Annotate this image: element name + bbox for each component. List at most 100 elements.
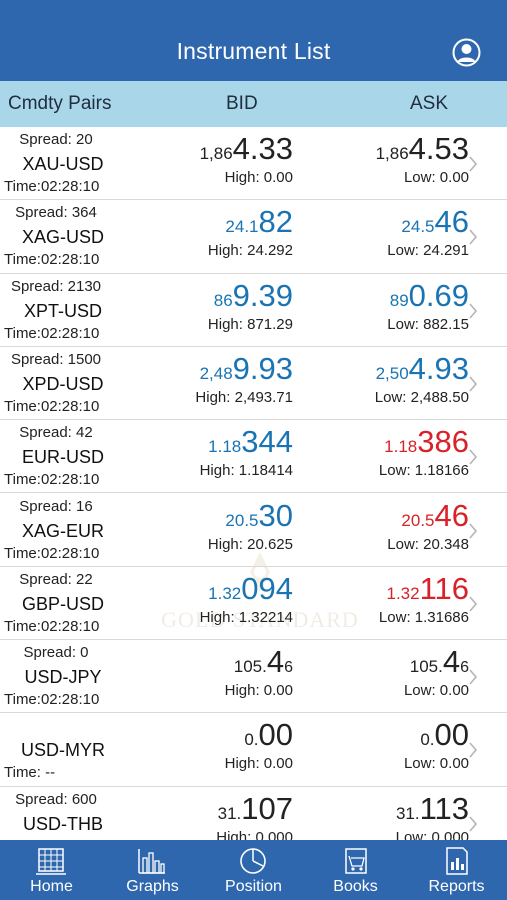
instrument-row[interactable]: Spread: 364 XAG-USD Time:02:28:10 24.182 Hig…: [0, 200, 507, 274]
ask-price-pre: 1.18: [384, 437, 418, 457]
ask-price-pre: 105.: [409, 657, 443, 677]
instrument-symbol: USD-JPY: [24, 667, 102, 688]
chevron-right-icon: [469, 522, 478, 539]
instrument-symbol: XAG-EUR: [21, 520, 104, 541]
low-label: Low: 0.00: [403, 755, 469, 773]
bid-quote: 1.32094 High: 1.32214: [200, 570, 293, 626]
bid-price-big: 9.39: [232, 277, 293, 313]
ask-price-pre: 2,50: [375, 363, 409, 383]
spread-label: Spread: 42: [19, 424, 93, 442]
bid-quote: 20.530 High: 20.625: [208, 497, 293, 553]
bid-price-pre: 1,86: [199, 144, 233, 163]
instrument-row[interactable]: Spread: 2130 XPT-USD Time:02:28:10 869.39 Hi…: [0, 274, 507, 347]
user-icon[interactable]: [452, 38, 481, 67]
tab-label: Home: [30, 878, 73, 895]
bid-price-pre: 0.: [244, 730, 259, 750]
spread-label: Spread: 22: [19, 570, 93, 588]
ask-quote: 24.546 Low: 24.291: [387, 204, 469, 259]
spread-label: Spread: 16: [19, 497, 93, 515]
instrument-symbol: USD-THB: [23, 813, 103, 834]
time-label: Time:02:28:10: [4, 617, 100, 635]
instrument-row[interactable]: USD-MYR Time: -- 0.00 High: 0.00 0.00 Low: 0.…: [0, 713, 507, 787]
bid-quote: 31.107 High: 0.000: [216, 791, 293, 840]
chevron-right-icon: [469, 742, 478, 758]
high-label: High: 24.292: [207, 242, 293, 260]
high-label: High: 1.32214: [199, 608, 293, 626]
tab-home[interactable]: Home: [1, 840, 102, 900]
instrument-row[interactable]: Spread: 600 USD-THB 31.107 High: 0.000 31.11…: [0, 787, 507, 840]
spread-label: Spread: 364: [15, 204, 97, 222]
bid-price-big: 9.93: [232, 350, 293, 386]
tab-graphs[interactable]: Graphs: [102, 840, 203, 900]
chevron-right-icon: [469, 303, 478, 319]
bar-chart-icon: [138, 849, 165, 874]
app-header: Instrument List: [0, 0, 507, 81]
instrument-row[interactable]: Spread: 1500 XPD-USD Time:02:28:10 2,489.93…: [0, 347, 507, 421]
ask-price-pre: 31.: [395, 803, 420, 823]
instrument-row[interactable]: Spread: 20 XAU-USD Time:02:28:10 1,864.33 Hi…: [0, 127, 507, 201]
tab-label: Reports: [428, 878, 485, 895]
time-label: Time:02:28:10: [4, 691, 100, 709]
bid-quote: 0.00 High: 0.00: [225, 717, 293, 772]
bid-quote: 1,864.33 High: 0.00: [199, 131, 293, 186]
bid-price-big: 4: [266, 644, 285, 680]
grid-icon: [36, 848, 66, 875]
column-header: Cmdty Pairs BID ASK: [0, 81, 507, 127]
low-label: Low: 1.31686: [378, 608, 469, 626]
ask-price-pre: 0.: [420, 730, 435, 750]
bid-price-pre: 31.: [217, 803, 242, 823]
bid-price-pre: 24.1: [225, 217, 259, 237]
ask-price-big: 386: [417, 424, 469, 460]
instrument-symbol: XAG-USD: [21, 227, 104, 248]
ask-price-pre: 1,86: [375, 144, 409, 163]
instrument-symbol: XPT-USD: [23, 300, 102, 321]
bid-price-sup: 6: [284, 659, 293, 677]
time-label: Time:02:28:10: [4, 251, 100, 269]
time-label: Time:02:28:10: [4, 324, 100, 342]
low-label: Low: 20.348: [387, 535, 469, 553]
ask-price-big: 00: [434, 717, 469, 753]
instrument-symbol: EUR-USD: [21, 447, 104, 468]
ask-price-sup: 6: [460, 659, 469, 677]
bid-quote: 105.46 High: 0.00: [225, 644, 293, 699]
instrument-row[interactable]: Spread: 22 GBP-USD Time:02:28:10 1.32094 Hig…: [0, 567, 507, 641]
instrument-row[interactable]: Spread: 42 EUR-USD Time:02:28:10 1.18344 Hig…: [0, 420, 507, 494]
tab-position[interactable]: Position: [203, 840, 304, 900]
bid-quote: 2,489.93 High: 2,493.71: [195, 350, 293, 406]
spread-label: Spread: 2130: [10, 277, 102, 295]
chevron-right-icon: [469, 376, 478, 392]
bid-price-pre: 1.18: [208, 437, 242, 457]
instrument-row[interactable]: Spread: 0 USD-JPY Time:02:28:10 105.46 High:…: [0, 640, 507, 714]
column-bid: BID: [226, 93, 258, 114]
ask-quote: 2,504.93 Low: 2,488.50: [375, 351, 469, 406]
bid-price-pre: 20.5: [225, 510, 259, 530]
ask-quote: 0.00 Low: 0.00: [404, 717, 469, 772]
time-label: Time: --: [4, 764, 56, 782]
instrument-symbol: XAU-USD: [22, 154, 104, 174]
tab-label: Position: [225, 878, 282, 895]
ask-quote: 890.69 Low: 882.15: [387, 278, 469, 333]
high-label: High: 2,493.71: [195, 388, 293, 406]
chevron-right-icon: [469, 669, 478, 685]
high-label: High: 0.00: [224, 682, 293, 700]
instrument-list: GOLD STANDARD Spread: 20 XAU-USD Time:02:2…: [0, 127, 507, 840]
spread-label: Spread: 0: [23, 644, 89, 662]
ask-quote: 1,864.53 Low: 0.00: [375, 131, 469, 186]
tab-books[interactable]: Books: [305, 840, 406, 900]
low-label: Low: 0.00: [403, 682, 469, 700]
chevron-right-icon: [469, 229, 478, 245]
bid-price-pre: 1.32: [208, 583, 242, 603]
ask-price-big: 4: [442, 644, 461, 680]
ask-price-pre: 89: [389, 290, 409, 310]
tab-reports[interactable]: Reports: [406, 840, 507, 900]
pie-chart-icon: [240, 848, 266, 874]
ask-price-pre: 1.32: [386, 583, 420, 603]
bid-price-big: 094: [241, 570, 293, 606]
bid-price-big: 30: [258, 497, 293, 533]
instrument-row[interactable]: Spread: 16 XAG-EUR Time:02:28:10 20.530 High…: [0, 494, 507, 567]
bid-price-pre: 2,48: [199, 363, 233, 383]
bid-price-pre: 105.: [233, 657, 267, 677]
ask-price-big: 113: [419, 790, 469, 826]
spread-label: Spread: 600: [15, 790, 97, 808]
time-label: Time:02:28:10: [4, 178, 100, 195]
